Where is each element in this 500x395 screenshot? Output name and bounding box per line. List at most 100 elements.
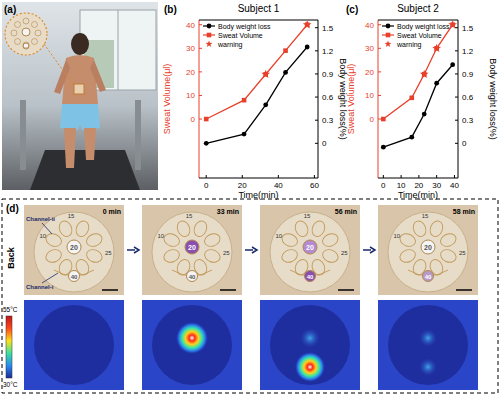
panel-label: (a) bbox=[4, 4, 16, 15]
reservoir-label: 20 bbox=[424, 244, 432, 251]
warm-spot bbox=[419, 329, 437, 347]
scale-bar bbox=[456, 289, 472, 291]
warning-star bbox=[303, 20, 312, 28]
ring-label: 15 bbox=[186, 213, 193, 219]
spiral-channel bbox=[321, 231, 340, 248]
device-inset-channel bbox=[11, 30, 17, 36]
time-label: 33 min bbox=[217, 208, 239, 215]
reservoir-label: 40 bbox=[307, 274, 314, 280]
y-tick-label: 20 bbox=[186, 68, 195, 77]
marker bbox=[381, 117, 386, 122]
thermal-device bbox=[152, 305, 232, 385]
spiral-channel bbox=[57, 219, 74, 238]
spiral-channel bbox=[293, 219, 310, 238]
reservoir-center bbox=[303, 240, 317, 254]
spiral-channel bbox=[44, 247, 63, 264]
x-tick-label: 0 bbox=[381, 181, 386, 190]
reservoir-label: 20 bbox=[188, 244, 196, 251]
spiral-channel bbox=[439, 231, 458, 248]
reservoir-center bbox=[421, 240, 435, 254]
device-inset-channel bbox=[15, 22, 21, 28]
warm-spot bbox=[419, 358, 437, 376]
thermal-device bbox=[388, 305, 468, 385]
hot-spot bbox=[176, 322, 208, 354]
y-tick-label: 10 bbox=[186, 91, 195, 100]
marker bbox=[409, 135, 414, 140]
warning-star bbox=[432, 44, 441, 52]
sequence-arrow bbox=[245, 247, 257, 253]
ring-label: 10 bbox=[39, 233, 46, 239]
ring-label: 10 bbox=[157, 233, 164, 239]
photo-frame: 204010152556 min bbox=[260, 205, 360, 295]
y-tick bbox=[199, 48, 202, 49]
spiral-channel bbox=[280, 231, 299, 248]
marker bbox=[450, 62, 455, 67]
y-tick bbox=[199, 71, 202, 72]
y-tick-label: 30 bbox=[365, 44, 374, 53]
thermal-device bbox=[34, 305, 114, 385]
device-inset-reservoir bbox=[23, 43, 29, 49]
y2-tick bbox=[455, 120, 458, 121]
scale-bar bbox=[338, 289, 354, 291]
series-line bbox=[383, 65, 452, 147]
channel-pointer bbox=[42, 223, 52, 234]
marker bbox=[305, 45, 310, 50]
x-tick-label: 40 bbox=[450, 181, 459, 190]
marker bbox=[422, 112, 427, 117]
y-axis bbox=[378, 20, 379, 178]
panel-a: (a) bbox=[2, 2, 158, 190]
treadmill-rail bbox=[135, 100, 141, 170]
x-tick bbox=[401, 175, 402, 178]
reservoir-label: 40 bbox=[189, 274, 196, 280]
spiral-channel bbox=[162, 247, 181, 264]
legend-label: Sweat Volume bbox=[218, 32, 263, 39]
panel-label: (b) bbox=[164, 4, 177, 15]
spiral-channel bbox=[85, 231, 104, 248]
photo-background bbox=[2, 2, 158, 190]
x-tick-label: 0 bbox=[204, 181, 209, 190]
ring-label: 10 bbox=[275, 233, 282, 239]
ring-label: 25 bbox=[459, 250, 466, 256]
spiral-channel bbox=[280, 247, 299, 264]
reservoir-label: 40 bbox=[71, 274, 78, 280]
legend-marker bbox=[207, 33, 212, 38]
spiral-channel bbox=[162, 231, 181, 248]
legend-label: Body weight loss bbox=[218, 23, 271, 31]
x-axis-title: Time(min) bbox=[238, 190, 278, 200]
spiral-channel bbox=[411, 219, 428, 238]
spiral-channel bbox=[321, 247, 340, 264]
hot-spot bbox=[295, 352, 325, 382]
y2-tick bbox=[315, 73, 318, 74]
colorbar-label: 55°C bbox=[3, 306, 18, 313]
y-axis-title: Sweat Volume(μl) bbox=[346, 64, 356, 135]
x-tick-label: 20 bbox=[414, 181, 423, 190]
legend-label: Body weight loss bbox=[397, 23, 450, 31]
marker bbox=[283, 48, 288, 53]
legend: Body weight lossSweat Volumewarning bbox=[203, 23, 271, 49]
series-line bbox=[383, 25, 452, 119]
reservoir-bottom bbox=[69, 271, 80, 282]
warning-star bbox=[420, 70, 429, 78]
photo-background bbox=[142, 205, 242, 295]
thermal-device bbox=[270, 305, 350, 385]
photo-frame: 204010152558 min bbox=[378, 205, 478, 295]
spiral-channel bbox=[85, 247, 104, 264]
thermal-frame bbox=[260, 300, 360, 390]
photo-frame: 20401015250 minChannel-iiChannel-i bbox=[24, 205, 124, 295]
plot-frame bbox=[199, 20, 318, 21]
spiral-channel bbox=[192, 219, 209, 238]
x-tick-label: 40 bbox=[274, 181, 283, 190]
thermal-frame bbox=[24, 300, 124, 390]
device-inset-channel bbox=[23, 42, 29, 48]
runner-back bbox=[62, 55, 98, 104]
y-tick-label: 40 bbox=[186, 21, 195, 30]
warning-star bbox=[448, 20, 457, 28]
spiral-channel bbox=[398, 231, 417, 248]
marker bbox=[204, 117, 209, 122]
runner-arm bbox=[90, 60, 106, 92]
warning-star bbox=[261, 70, 270, 78]
panel-d: (d)Back20401015250 minChannel-iiChannel-… bbox=[2, 199, 498, 393]
spiral-channel bbox=[203, 247, 222, 264]
y-tick bbox=[199, 95, 202, 96]
sequence-arrow bbox=[363, 247, 375, 253]
